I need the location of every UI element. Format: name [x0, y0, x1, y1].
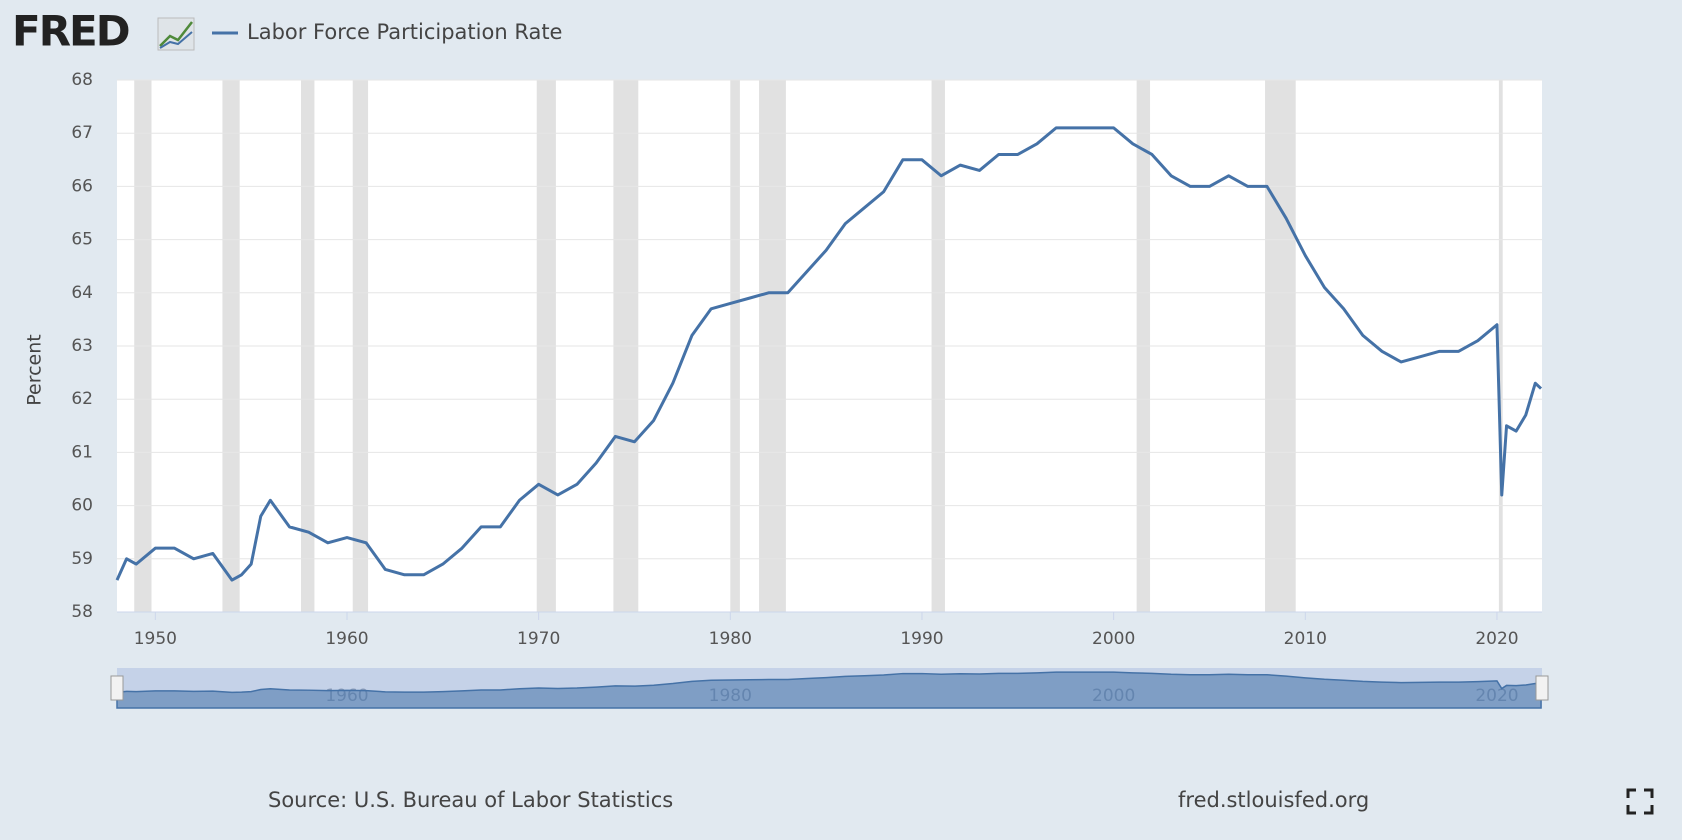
series-line [115, 126, 1543, 582]
logo-icon [157, 17, 195, 51]
y-tick-label: 58 [71, 602, 93, 622]
logo[interactable]: FRED [12, 7, 131, 56]
navigator-handle[interactable] [110, 675, 124, 701]
y-tick-label: 60 [71, 496, 93, 516]
x-tick-label: 1950 [134, 629, 177, 649]
fullscreen-button[interactable] [1626, 788, 1654, 815]
y-tick-label: 64 [71, 283, 93, 303]
y-tick-label: 66 [71, 176, 93, 196]
x-tick-label: 2000 [1092, 629, 1135, 649]
y-tick-label: 68 [71, 70, 93, 90]
x-tick-label: 2010 [1284, 629, 1327, 649]
x-tick-label: 1980 [709, 629, 752, 649]
site-link[interactable]: fred.stlouisfed.org [1178, 788, 1369, 812]
x-tick-label: 1960 [325, 629, 368, 649]
navigator-area [116, 671, 1542, 709]
legend-label: Labor Force Participation Rate [247, 20, 562, 44]
x-tick-label: 1970 [517, 629, 560, 649]
y-tick-label: 63 [71, 336, 93, 356]
y-tick-label: 59 [71, 549, 93, 569]
y-tick-label: 61 [71, 442, 93, 462]
source: Source: U.S. Bureau of Labor Statistics [268, 788, 673, 812]
x-tick-label: 1990 [900, 629, 943, 649]
y-tick-label: 65 [71, 230, 93, 250]
y-tick-label: 62 [71, 389, 93, 409]
y-axis-label: Percent [24, 334, 46, 406]
x-tick-label: 2020 [1475, 629, 1518, 649]
navigator-handle[interactable] [1535, 675, 1549, 701]
y-tick-label: 67 [71, 123, 93, 143]
